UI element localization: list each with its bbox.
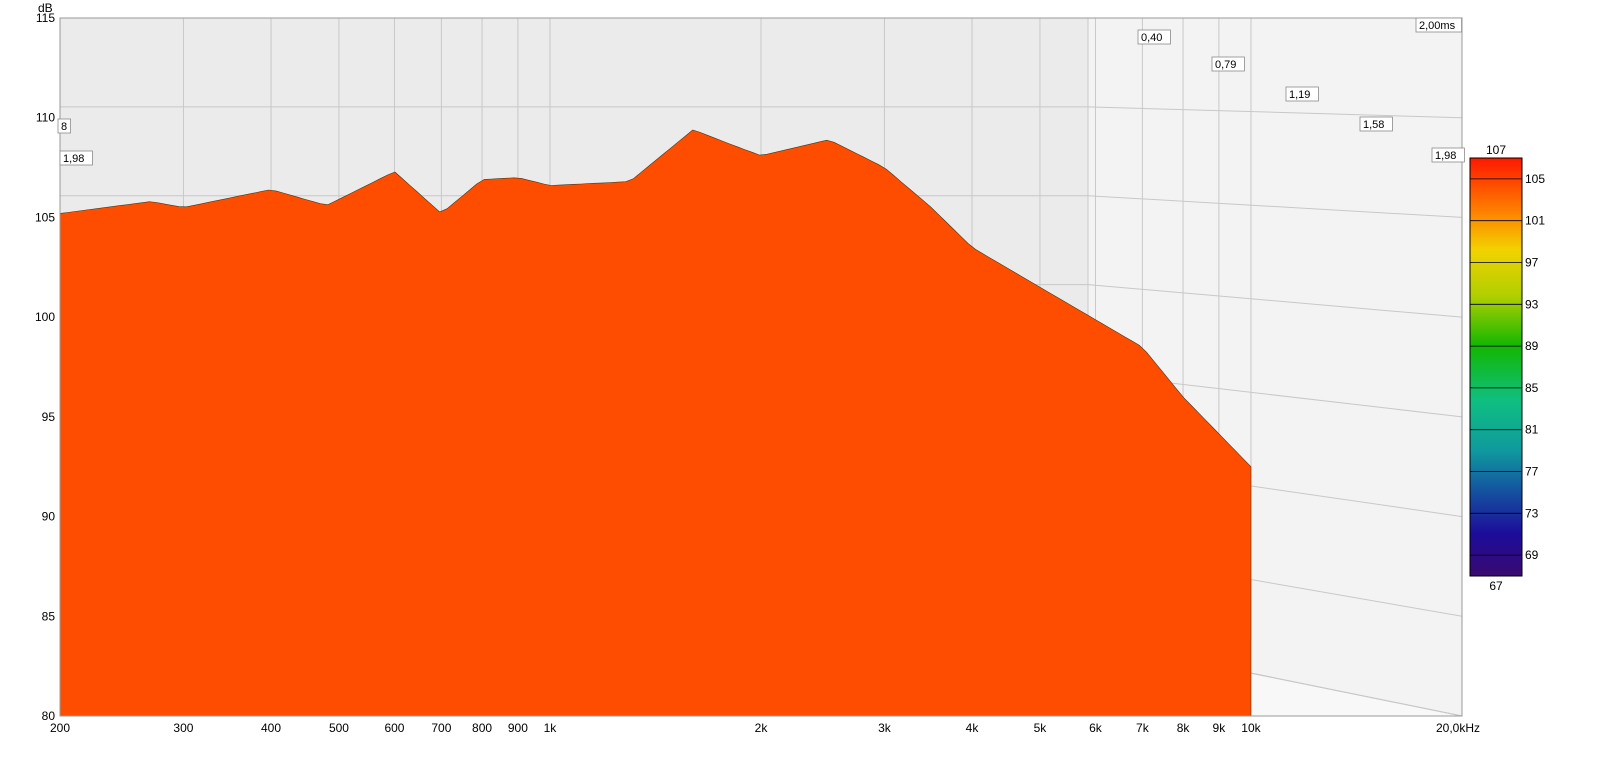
x-tick-label: 2k (755, 721, 769, 735)
time-tick-label: 0,40 (1141, 32, 1162, 44)
x-tick-label: 800 (472, 721, 492, 735)
time-axis: 0,40 0,79 1,19 1,58 1,98 2,00ms 8 1,98 (57, 17, 1465, 166)
time-tick-box (1415, 17, 1462, 33)
colorbar-tick-label: 73 (1525, 506, 1539, 520)
time-tick-label: 1,98 (1435, 150, 1456, 162)
x-tick-label: 900 (508, 721, 528, 735)
time-tick-box (1137, 29, 1171, 45)
colorbar-tick-label: 67 (1489, 579, 1503, 593)
y-tick-label: 90 (42, 510, 56, 524)
waterfall-slice (59, 129, 1252, 717)
plot-frame (59, 17, 1463, 717)
y-tick-label: 80 (42, 709, 56, 723)
x-tick-label: 9k (1213, 721, 1227, 735)
x-tick-label: 500 (329, 721, 349, 735)
x-tick-label: 5k (1034, 721, 1048, 735)
y-tick-label: 95 (42, 410, 56, 424)
time-tick-box (1359, 116, 1393, 132)
time-tick-box (57, 118, 72, 134)
time-edge-label: 1,98 (63, 153, 84, 165)
colorbar-gradient (1469, 157, 1523, 577)
x-tick-label: 400 (261, 721, 281, 735)
y-tick-label: 110 (36, 111, 55, 125)
time-tick-label: 1,58 (1363, 119, 1384, 131)
colorbar-tick-label: 105 (1525, 172, 1545, 186)
colorbar-tick-label: 97 (1525, 256, 1539, 270)
time-tick-label: 0,79 (1215, 59, 1236, 71)
x-tick-label: 300 (173, 721, 193, 735)
x-tick-label: 700 (431, 721, 451, 735)
colorbar: 107 105 101 97 93 89 85 81 77 73 69 67 (1469, 143, 1545, 593)
colorbar-tick-label: 107 (1486, 143, 1506, 157)
x-tick-label: 6k (1089, 721, 1103, 735)
x-tick-label: 1k (544, 721, 558, 735)
time-tick-box (1211, 56, 1245, 72)
x-tick-label: 600 (384, 721, 404, 735)
time-edge-label: 8 (61, 121, 67, 133)
grid-side (1087, 195, 1463, 218)
x-axis: 200 300 400 500 600 700 800 900 1k 2k 3k 4k 5k 6k 7k 8k… (50, 721, 1480, 735)
grid-side (1087, 106, 1463, 119)
x-tick-label: 200 (50, 721, 70, 735)
y-tick-label: 115 (36, 11, 55, 25)
x-tick-label: 4k (966, 721, 980, 735)
time-tick-box (1431, 147, 1465, 163)
x-tick-label: 10k (1241, 721, 1261, 735)
time-tick-label: 2,00ms (1419, 20, 1456, 32)
y-tick-label: 85 (42, 609, 56, 623)
grid-side (1087, 284, 1463, 318)
colorbar-tick-label: 77 (1525, 465, 1539, 479)
colorbar-tick-label: 85 (1525, 381, 1539, 395)
waterfall-surface (59, 129, 1252, 717)
x-tick-label: 20,0kHz (1436, 721, 1480, 735)
time-tick-box (59, 150, 93, 166)
colorbar-tick-label: 93 (1525, 297, 1539, 311)
x-tick-label: 7k (1136, 721, 1150, 735)
colorbar-tick-label: 89 (1525, 339, 1539, 353)
y-tick-label: 105 (35, 210, 55, 224)
y-unit-label: dB (38, 1, 53, 15)
colorbar-tick-label: 81 (1525, 423, 1539, 437)
x-tick-label: 3k (878, 721, 892, 735)
colorbar-tick-label: 101 (1525, 214, 1545, 228)
y-tick-label: 100 (35, 310, 55, 324)
colorbar-tick-label: 69 (1525, 548, 1539, 562)
plot-border (59, 17, 1463, 717)
time-tick-box (1285, 86, 1319, 102)
x-tick-label: 8k (1177, 721, 1191, 735)
time-tick-label: 1,19 (1289, 89, 1310, 101)
y-axis: dB 115 110 105 100 95 90 85 80 (35, 1, 55, 723)
